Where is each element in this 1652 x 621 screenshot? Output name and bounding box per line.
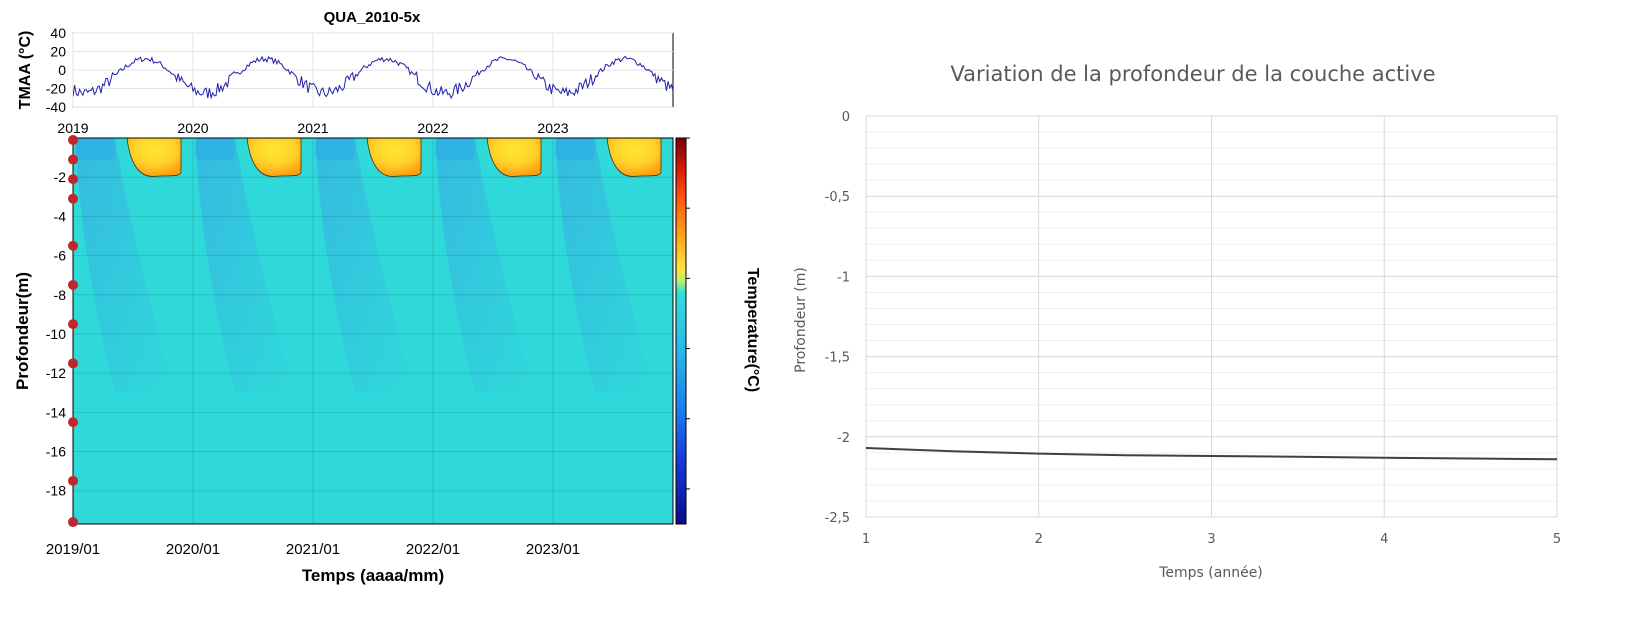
heatmap-y-tick: -2 <box>54 169 67 185</box>
sensor-marker <box>68 475 78 486</box>
heatmap-y-tick: -12 <box>46 365 66 381</box>
heatmap-cold-patch <box>195 138 235 160</box>
sensor-marker <box>68 358 78 369</box>
thaw-zone <box>126 138 182 177</box>
active-layer-y-label: Profondeur (m) <box>793 267 809 373</box>
heatmap-cold-patch <box>315 138 355 160</box>
tmaa-y-label: TMAA (°C) <box>17 31 34 110</box>
sensor-marker <box>68 517 78 528</box>
sensor-marker <box>68 154 78 165</box>
sensor-marker <box>68 417 78 428</box>
heatmap-cold-streak <box>195 138 295 393</box>
heatmap-cold-patch <box>435 138 475 160</box>
active-layer-y-tick: -1,5 <box>825 351 850 366</box>
tmaa-y-tick: 40 <box>50 25 66 41</box>
heatmap-y-label: Profondeur(m) <box>13 272 32 390</box>
active-layer-x-ticks: 1 2 3 4 5 <box>862 532 1561 547</box>
heatmap-y-tick: -18 <box>46 483 66 499</box>
active-layer-y-tick: 0 <box>842 110 850 125</box>
active-layer-y-tick: -1 <box>837 270 850 285</box>
heatmap-y-tick: -16 <box>46 444 66 460</box>
sensor-marker <box>68 174 78 185</box>
thaw-zone <box>366 138 422 177</box>
colorbar <box>675 137 687 525</box>
heatmap-cold-streak <box>315 138 415 393</box>
tmaa-grid <box>72 32 673 108</box>
active-layer-y-tick: -0,5 <box>825 190 850 205</box>
heatmap-y-tick: -6 <box>54 248 67 264</box>
tmaa-y-tick: 20 <box>50 44 66 60</box>
active-layer-y-tick: -2,5 <box>825 511 850 526</box>
active-layer-x-tick: 1 <box>862 532 870 547</box>
heatmap-x-tick: 2023/01 <box>526 541 580 558</box>
heatmap-grid <box>73 138 673 524</box>
heatmap-x-tick: 2020/01 <box>166 541 220 558</box>
tmaa-series-line <box>73 55 673 100</box>
tmaa-y-tick: -20 <box>46 81 66 97</box>
heatmap-x-label: Temps (aaaa/mm) <box>302 566 444 585</box>
heatmap-x-ticks: 2019/01 2020/01 2021/01 2022/01 2023/01 <box>46 541 580 558</box>
active-layer-x-tick: 3 <box>1207 532 1215 547</box>
heatmap-y-tick: -10 <box>46 326 66 342</box>
active-layer-y-ticks: 0 -0,5 -1 -1,5 -2 -2,5 <box>825 110 850 526</box>
active-layer-grid <box>865 115 1558 518</box>
active-layer-chart: Variation de la profondeur de la couche … <box>793 62 1561 581</box>
thaw-zone <box>246 138 302 177</box>
tmaa-y-ticks: 40 20 0 -20 -40 <box>46 25 66 115</box>
thaw-zone <box>486 138 542 177</box>
temperature-heatmap: -2-4-6-8-10-12-14-16-18 2019/01 2020/01 20… <box>13 134 761 585</box>
sensor-marker <box>68 193 78 204</box>
tmaa-x-ticks: 2019 2020 2021 2022 2023 <box>57 120 568 136</box>
heatmap-thaw-zones <box>126 138 662 177</box>
heatmap-y-ticks: -2 -4 -6 -8 -10 -12 -14 -16 -18 <box>46 169 66 499</box>
tmaa-y-tick: 0 <box>58 62 66 78</box>
heatmap-cold-streaks <box>75 138 655 393</box>
active-layer-x-tick: 5 <box>1553 532 1561 547</box>
heatmap-cold-streak <box>435 138 535 393</box>
active-layer-x-label: Temps (année) <box>1158 565 1263 581</box>
tmaa-y-tick: -40 <box>46 99 66 115</box>
tmaa-x-tick: 2019 <box>57 120 88 136</box>
heatmap-cold-patch <box>555 138 595 160</box>
active-layer-title: Variation de la profondeur de la couche … <box>950 62 1435 86</box>
heatmap-cold-streak <box>555 138 655 393</box>
colorbar-label: Temperature(°C) <box>744 268 761 392</box>
sensor-marker <box>68 279 78 290</box>
sensor-markers <box>68 134 78 528</box>
active-layer-y-tick: -2 <box>837 431 850 446</box>
heatmap-y-tick: -8 <box>54 287 67 303</box>
active-layer-x-tick: 4 <box>1380 532 1388 547</box>
tmaa-x-tick: 2022 <box>417 120 448 136</box>
heatmap-axes-box <box>72 137 674 525</box>
tmaa-title: QUA_2010-5x <box>324 9 421 26</box>
heatmap-x-tick: 2021/01 <box>286 541 340 558</box>
sensor-marker <box>68 240 78 251</box>
heatmap-cold-patch <box>75 138 115 160</box>
heatmap-y-tick: -14 <box>46 404 66 420</box>
tmaa-chart: QUA_2010-5x 40 20 0 -20 -40 2019 2020 2021 2022… <box>17 9 674 136</box>
tmaa-x-tick: 2021 <box>297 120 328 136</box>
heatmap-x-tick: 2019/01 <box>46 541 100 558</box>
active-layer-depth-line <box>865 447 1558 461</box>
heatmap-y-tick: -4 <box>54 208 67 224</box>
tmaa-x-tick: 2020 <box>177 120 208 136</box>
colorbar-ticks <box>686 137 690 490</box>
sensor-marker <box>68 134 78 145</box>
thaw-zone <box>606 138 662 177</box>
heatmap-x-tick: 2022/01 <box>406 541 460 558</box>
active-layer-x-tick: 2 <box>1035 532 1043 547</box>
tmaa-x-tick: 2023 <box>537 120 568 136</box>
heatmap-cold-streak <box>75 138 175 393</box>
sensor-marker <box>68 319 78 330</box>
